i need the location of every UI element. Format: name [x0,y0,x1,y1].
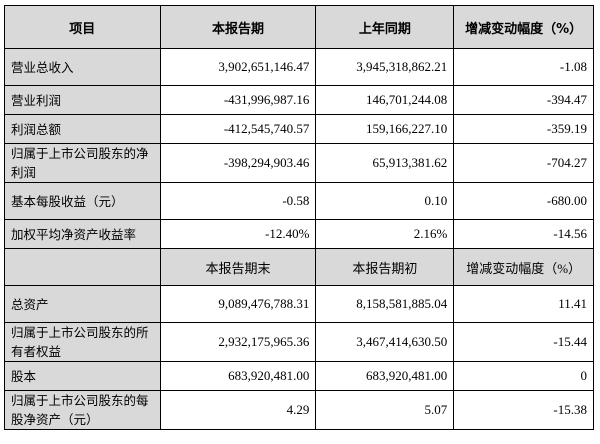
cell: -359.19 [453,114,594,144]
row-label: 归属于上市公司股东的每股净资产（元） [4,390,161,430]
row-label: 归属于上市公司股东的所有者权益 [4,322,161,362]
cell: 683,920,481.00 [159,361,317,391]
cell: -1.08 [453,48,594,86]
table-row: 总资产 9,089,476,788.31 8,158,581,885.04 11.41 [4,285,594,323]
header-cell: 增减变动幅度（%） [453,248,594,286]
table-row: 股本 683,920,481.00 683,920,481.00 0 [4,361,594,391]
cell: -0.58 [159,182,317,220]
cell: -431,996,987.16 [159,85,317,115]
cell: 146,701,244.08 [315,85,455,115]
row-label: 股本 [4,361,161,391]
table-row: 基本每股收益（元） -0.58 0.10 -680.00 [4,182,594,220]
header-cell: 本报告期末 [159,248,317,286]
row-label: 总资产 [4,285,161,323]
header-cell: 项目 [4,5,161,49]
header-cell: 增减变动幅度（%） [453,5,594,49]
cell: -15.38 [453,390,594,430]
table-row: 营业总收入 3,902,651,146.47 3,945,318,862.21 -1.… [4,48,594,86]
cell: 159,166,227.10 [315,114,455,144]
header-cell: 上年同期 [315,5,455,49]
cell: 65,913,381.62 [315,143,455,183]
cell: 2.16% [315,219,455,249]
table-row: 归属于上市公司股东的每股净资产（元） 4.29 5.07 -15.38 [4,390,594,430]
cell: -704.27 [453,143,594,183]
cell: 3,945,318,862.21 [315,48,455,86]
cell: -398,294,903.46 [159,143,317,183]
cell: 683,920,481.00 [315,361,455,391]
cell: 0.10 [315,182,455,220]
row-label: 营业总收入 [4,48,161,86]
cell: 11.41 [453,285,594,323]
header-cell [4,248,161,286]
cell: -680.00 [453,182,594,220]
table-row: 归属于上市公司股东的净利润 -398,294,903.46 65,913,381.6… [4,143,594,183]
table-row: 加权平均净资产收益率 -12.40% 2.16% -14.56 [4,219,594,249]
table-row: 营业利润 -431,996,987.16 146,701,244.08 -394.47 [4,85,594,115]
table-subheader-row: 本报告期末 本报告期初 增减变动幅度（%） [4,248,594,286]
row-label: 归属于上市公司股东的净利润 [4,143,161,183]
cell: 0 [453,361,594,391]
cell: 9,089,476,788.31 [159,285,317,323]
cell: 2,932,175,965.36 [159,322,317,362]
row-label: 营业利润 [4,85,161,115]
financial-summary-table: 项目 本报告期 上年同期 增减变动幅度（%） 营业总收入 3,902,651,14… [4,5,594,430]
header-cell: 本报告期初 [315,248,455,286]
header-cell: 本报告期 [159,5,317,49]
cell: 5.07 [315,390,455,430]
cell: 3,902,651,146.47 [159,48,317,86]
cell: -412,545,740.57 [159,114,317,144]
cell: 8,158,581,885.04 [315,285,455,323]
cell: -14.56 [453,219,594,249]
cell: -394.47 [453,85,594,115]
row-label: 加权平均净资产收益率 [4,219,161,249]
cell: -12.40% [159,219,317,249]
cell: 4.29 [159,390,317,430]
cell: 3,467,414,630.50 [315,322,455,362]
table-header-row: 项目 本报告期 上年同期 增减变动幅度（%） [4,5,594,49]
row-label: 利润总额 [4,114,161,144]
cell: -15.44 [453,322,594,362]
row-label: 基本每股收益（元） [4,182,161,220]
table-row: 归属于上市公司股东的所有者权益 2,932,175,965.36 3,467,414… [4,322,594,362]
table-row: 利润总额 -412,545,740.57 159,166,227.10 -359.19 [4,114,594,144]
